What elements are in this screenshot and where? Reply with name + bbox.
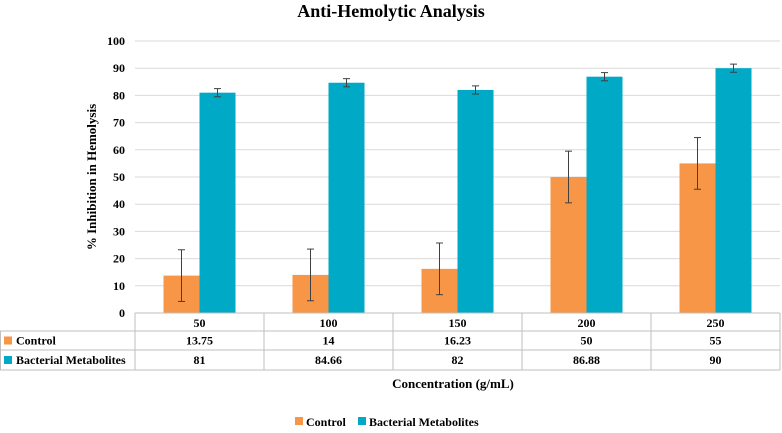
x-tick-label: 50 [194, 316, 206, 330]
y-tick-label: 60 [113, 143, 125, 157]
y-axis-ticks: 0 10 20 30 40 50 60 70 80 90 100 [107, 34, 125, 320]
table-cell-value: 84.66 [315, 353, 342, 367]
bars [163, 68, 752, 314]
table-series-name: Control [16, 334, 56, 348]
table-cell-value: 90 [710, 353, 722, 367]
error-bars [178, 63, 737, 302]
legend-key [295, 417, 303, 425]
legend-key [358, 417, 366, 425]
y-tick-label: 100 [107, 34, 125, 48]
legend-label: Bacterial Metabolites [369, 415, 479, 429]
table-cell-value: 13.75 [186, 334, 213, 348]
y-tick-label: 40 [113, 197, 125, 211]
y-tick-label: 70 [113, 116, 125, 130]
y-tick-label: 30 [113, 224, 125, 238]
y-tick-label: 90 [113, 61, 125, 75]
chart-title: Anti-Hemolytic Analysis [297, 1, 485, 21]
legend: Control Bacterial Metabolites [295, 415, 479, 429]
table-legend-key [4, 336, 12, 345]
y-axis-title: % Inhibition in Hemolysis [84, 104, 99, 250]
table-cell-value: 14 [323, 334, 335, 348]
table-cell-value: 86.88 [573, 353, 600, 367]
table-series-name: Bacterial Metabolites [16, 353, 126, 367]
bar-bacterial-metabolites-50 [199, 92, 236, 314]
legend-label: Control [306, 415, 346, 429]
y-tick-label: 10 [113, 279, 125, 293]
bar-bacterial-metabolites-250 [715, 68, 752, 313]
x-tick-label: 100 [320, 316, 338, 330]
data-table: 50 100 150 200 250 Control 13.75 14 16.23 50 55 Bac… [0, 312, 781, 371]
x-axis-title: Concentration (g/mL) [392, 376, 514, 391]
table-cell-value: 55 [710, 334, 722, 348]
y-tick-label: 20 [113, 252, 125, 266]
y-tick-label: 50 [113, 170, 125, 184]
x-tick-label: 150 [449, 316, 467, 330]
table-cell-value: 81 [194, 353, 206, 367]
x-tick-label: 200 [578, 316, 596, 330]
bar-bacterial-metabolites-200 [586, 76, 623, 313]
table-legend-key [4, 356, 12, 364]
bar-bacterial-metabolites-150 [457, 89, 494, 314]
table-cell-value: 82 [452, 353, 464, 367]
y-tick-label: 0 [119, 306, 125, 320]
y-tick-label: 80 [113, 88, 125, 102]
table-cell-value: 50 [581, 334, 593, 348]
bar-bacterial-metabolites-100 [328, 82, 365, 314]
table-cell-value: 16.23 [444, 334, 471, 348]
x-tick-label: 250 [707, 316, 725, 330]
